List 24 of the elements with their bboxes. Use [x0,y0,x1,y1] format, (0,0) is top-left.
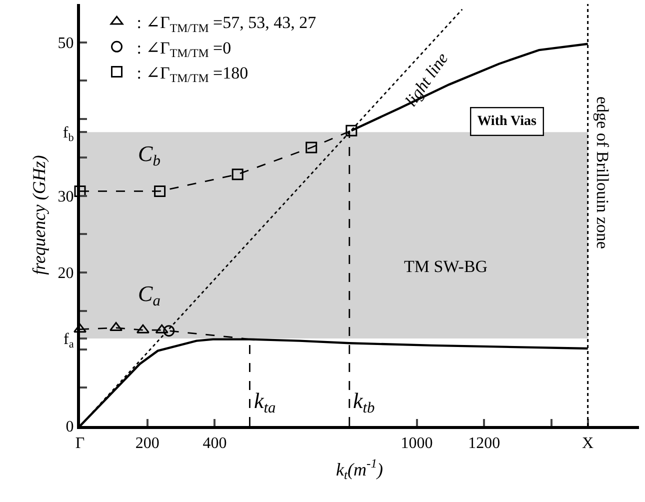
annotation: k$_{ta}$ [254,388,276,417]
y-tick-label: f$_{a}$ [64,331,74,350]
x-tick-label: Γ [75,435,85,452]
x-tick-label: 1200 [468,435,500,452]
y-tick-label: 50 [58,34,74,52]
x-tick-label: 1000 [400,435,433,452]
ref-line-label: edge of Brillouin zone [593,96,612,249]
y-tick-label: 0 [66,418,74,436]
y-tick-label: 30 [58,188,74,206]
x-tick-label: X [582,435,594,452]
legend-label: : ∠Γ$_{TM/TM}$ =0 [136,38,232,60]
y-axis-title: frequency (GHz) [29,155,49,275]
y-tick-label: 20 [58,265,74,282]
x-axis-title: k$_{t}$(m$^{-1}$) [336,456,383,482]
y-tick-label: f$_{b}$ [62,124,74,144]
legend-label: : ∠Γ$_{TM/TM}$ =180 [136,63,248,85]
x-tick-label: 200 [135,435,160,452]
legend-label: : ∠Γ$_{TM/TM}$ =57, 53, 43, 27 [136,13,317,35]
annotation: C$_{b}$ [138,141,161,170]
annotation: With Vias [477,114,538,130]
x-tick-label: 400 [202,435,227,452]
annotation: k$_{tb}$ [353,388,376,417]
band-label: TM SW-BG [404,257,488,276]
annotation: C$_{a}$ [138,281,161,310]
